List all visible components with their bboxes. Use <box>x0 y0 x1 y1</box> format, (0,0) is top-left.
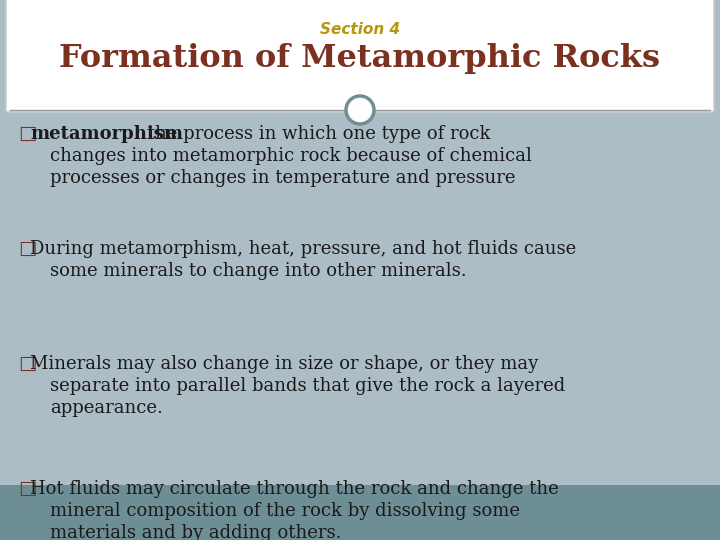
Text: Minerals may also change in size or shape, or they may: Minerals may also change in size or shap… <box>30 355 539 373</box>
Text: Hot fluids may circulate through the rock and change the: Hot fluids may circulate through the roc… <box>30 480 559 498</box>
Text: materials and by adding others.: materials and by adding others. <box>50 524 341 540</box>
Text: □: □ <box>18 480 37 498</box>
Text: separate into parallel bands that give the rock a layered: separate into parallel bands that give t… <box>50 377 565 395</box>
Text: □: □ <box>18 125 37 143</box>
Text: changes into metamorphic rock because of chemical: changes into metamorphic rock because of… <box>50 147 532 165</box>
Text: the process in which one type of rock: the process in which one type of rock <box>142 125 490 143</box>
Text: processes or changes in temperature and pressure: processes or changes in temperature and … <box>50 169 516 187</box>
Text: □: □ <box>18 240 37 258</box>
Text: some minerals to change into other minerals.: some minerals to change into other miner… <box>50 262 467 280</box>
Text: Formation of Metamorphic Rocks: Formation of Metamorphic Rocks <box>60 43 660 74</box>
Text: During metamorphism, heat, pressure, and hot fluids cause: During metamorphism, heat, pressure, and… <box>30 240 576 258</box>
Text: appearance.: appearance. <box>50 399 163 417</box>
Bar <box>0 485 720 540</box>
Circle shape <box>346 96 374 124</box>
Text: mineral composition of the rock by dissolving some: mineral composition of the rock by disso… <box>50 502 520 520</box>
Text: Section 4: Section 4 <box>320 22 400 37</box>
Text: □: □ <box>18 355 37 373</box>
Text: metamorphism: metamorphism <box>30 125 183 143</box>
FancyBboxPatch shape <box>6 0 714 112</box>
